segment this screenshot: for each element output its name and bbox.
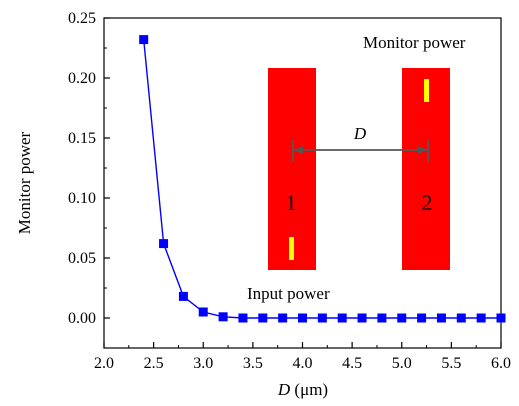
data-point-9: [317, 313, 327, 323]
waveguide-2-label: 2: [422, 190, 433, 215]
data-point-11: [357, 313, 367, 323]
monitor-power-annotation: Monitor power: [363, 33, 466, 52]
x-tick-label-8: 6.0: [491, 355, 511, 372]
input-source-bar: [289, 237, 294, 260]
x-tick-label-6: 5.0: [392, 355, 412, 372]
data-point-3: [198, 307, 208, 317]
x-tick-label-4: 4.0: [293, 355, 313, 372]
x-axis-label-symbol: D: [277, 380, 291, 399]
monitor-bar: [424, 79, 429, 102]
data-point-10: [337, 313, 347, 323]
x-tick-label-0: 2.0: [94, 355, 114, 372]
x-tick-label-1: 2.5: [144, 355, 164, 372]
input-power-annotation: Input power: [247, 284, 330, 303]
data-point-15: [436, 313, 446, 323]
y-tick-label-3: 0.15: [68, 130, 96, 147]
data-point-13: [397, 313, 407, 323]
data-point-12: [377, 313, 387, 323]
y-tick-label-2: 0.10: [68, 190, 96, 207]
series-layer: [139, 35, 506, 323]
distance-arrow-right-head: [418, 146, 428, 154]
y-tick-label-4: 0.20: [68, 70, 96, 87]
inset-illustration: D 1 2: [268, 68, 450, 270]
x-tick-label-5: 4.5: [342, 355, 362, 372]
x-tick-label-7: 5.5: [441, 355, 461, 372]
data-point-17: [476, 313, 486, 323]
data-point-5: [238, 313, 248, 323]
axes: 2.0 2.5 3.0 3.5 4.0 4.5 5.0 5.5 6.0 0.00 0.05 0.10 0…: [68, 10, 511, 372]
y-tick-label-1: 0.05: [68, 250, 96, 267]
distance-arrow-left-head: [293, 146, 303, 154]
data-point-8: [298, 313, 307, 323]
x-axis-label: D (μm): [277, 380, 328, 399]
y-tick-label-0: 0.00: [68, 310, 96, 327]
data-point-7: [278, 313, 288, 323]
y-axis-label: Monitor power: [15, 131, 34, 234]
data-point-0: [139, 35, 149, 45]
x-axis-label-unit: (μm): [294, 380, 328, 399]
data-point-6: [258, 313, 268, 323]
waveguide-1-label: 1: [286, 190, 297, 215]
data-point-4: [218, 312, 228, 322]
data-point-2: [178, 291, 188, 301]
x-tick-label-3: 3.5: [243, 355, 263, 372]
x-tick-label-2: 3.0: [193, 355, 213, 372]
data-point-16: [456, 313, 466, 323]
y-tick-label-5: 0.25: [68, 10, 96, 27]
distance-label: D: [353, 124, 367, 143]
data-point-1: [159, 239, 169, 249]
data-point-14: [417, 313, 427, 323]
waveguide-1: [268, 68, 316, 270]
data-point-18: [496, 313, 506, 323]
